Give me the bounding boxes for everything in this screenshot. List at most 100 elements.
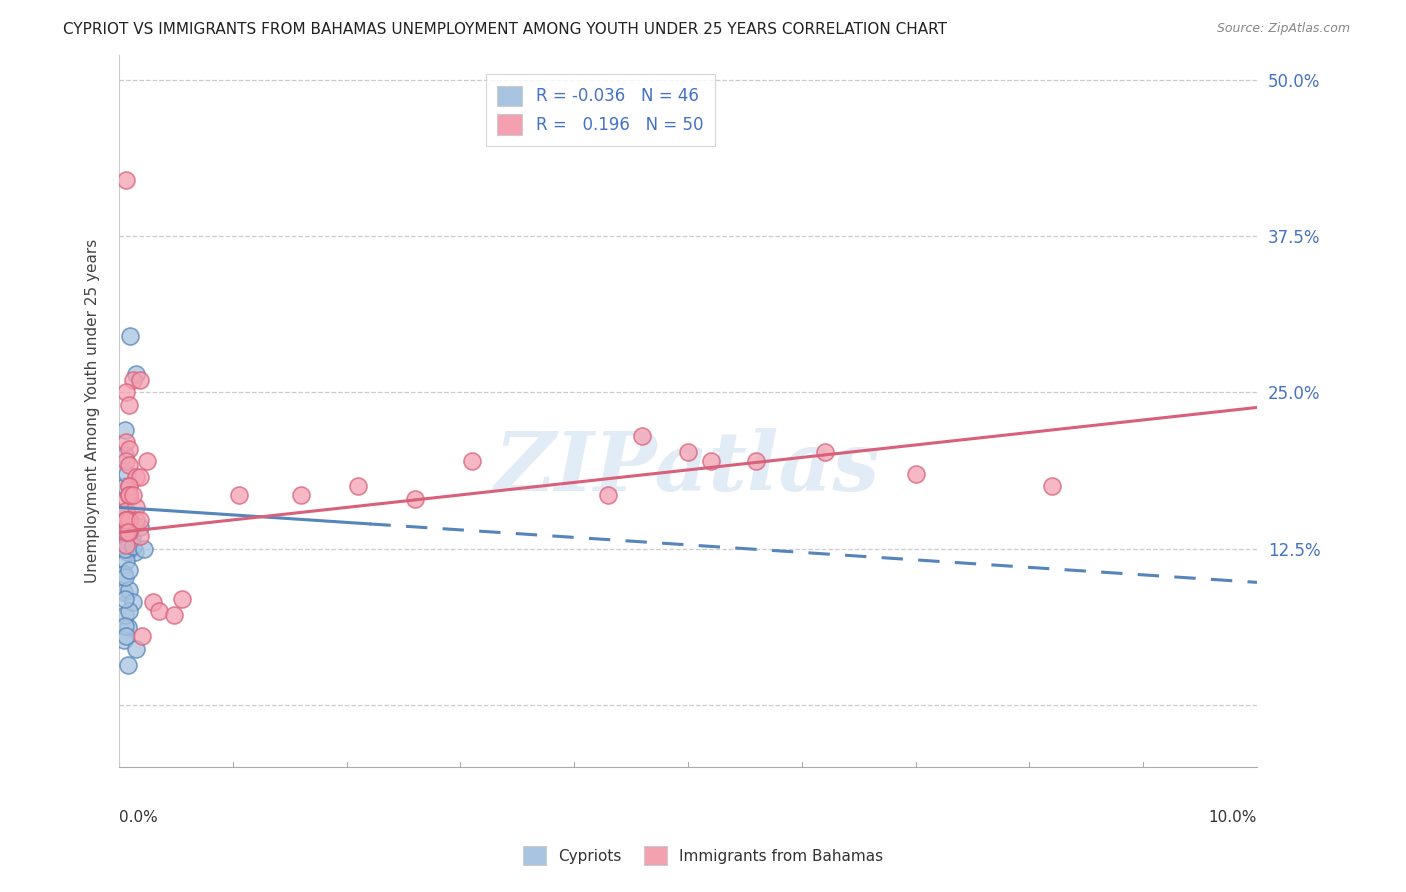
Point: [118, 479, 141, 493]
Point: [114, 479, 136, 493]
Point: [115, 504, 138, 518]
Text: 0.0%: 0.0%: [120, 810, 157, 825]
Point: [117, 533, 139, 547]
Point: [1040, 479, 1063, 493]
Point: [121, 532, 143, 546]
Point: [114, 591, 136, 606]
Point: [114, 423, 136, 437]
Point: [121, 595, 143, 609]
Point: [121, 516, 143, 531]
Point: [115, 173, 138, 187]
Point: [120, 329, 142, 343]
Point: [404, 491, 426, 506]
Point: [115, 545, 138, 559]
Point: [117, 541, 139, 556]
Point: [124, 545, 146, 559]
Point: [117, 523, 139, 537]
Point: [112, 585, 135, 599]
Point: [904, 467, 927, 481]
Point: [115, 435, 138, 450]
Point: [631, 429, 654, 443]
Point: [118, 582, 141, 597]
Point: [115, 454, 138, 468]
Point: [125, 470, 148, 484]
Point: [115, 554, 138, 568]
Point: [598, 488, 620, 502]
Point: [114, 619, 136, 633]
Point: [114, 570, 136, 584]
Point: [118, 488, 141, 502]
Legend: Cypriots, Immigrants from Bahamas: Cypriots, Immigrants from Bahamas: [516, 840, 890, 871]
Text: ZIPatlas: ZIPatlas: [495, 428, 880, 508]
Point: [148, 604, 170, 618]
Point: [125, 367, 148, 381]
Point: [118, 479, 141, 493]
Point: [676, 445, 699, 459]
Point: [290, 488, 312, 502]
Point: [118, 488, 141, 502]
Point: [347, 479, 370, 493]
Point: [115, 513, 138, 527]
Point: [118, 442, 141, 456]
Point: [118, 513, 141, 527]
Point: [115, 525, 138, 540]
Point: [163, 607, 186, 622]
Point: [115, 504, 138, 518]
Point: [112, 632, 135, 647]
Text: 10.0%: 10.0%: [1209, 810, 1257, 825]
Point: [114, 607, 136, 622]
Point: [118, 488, 141, 502]
Point: [461, 454, 484, 468]
Point: [121, 519, 143, 533]
Point: [117, 525, 139, 540]
Point: [117, 532, 139, 546]
Point: [121, 488, 143, 502]
Text: CYPRIOT VS IMMIGRANTS FROM BAHAMAS UNEMPLOYMENT AMONG YOUTH UNDER 25 YEARS CORRE: CYPRIOT VS IMMIGRANTS FROM BAHAMAS UNEMP…: [63, 22, 948, 37]
Point: [813, 445, 835, 459]
Point: [120, 541, 142, 556]
Point: [120, 538, 142, 552]
Point: [121, 539, 143, 553]
Point: [118, 604, 141, 618]
Point: [131, 629, 153, 643]
Point: [115, 532, 138, 546]
Point: [170, 591, 193, 606]
Point: [114, 513, 136, 527]
Point: [115, 519, 138, 533]
Point: [125, 500, 148, 515]
Point: [118, 398, 141, 412]
Point: [115, 525, 138, 540]
Point: [125, 513, 148, 527]
Point: [228, 488, 250, 502]
Y-axis label: Unemployment Among Youth under 25 years: Unemployment Among Youth under 25 years: [86, 239, 100, 583]
Point: [117, 620, 139, 634]
Text: Source: ZipAtlas.com: Source: ZipAtlas.com: [1216, 22, 1350, 36]
Point: [115, 538, 138, 552]
Point: [136, 454, 159, 468]
Point: [700, 454, 723, 468]
Point: [120, 523, 142, 537]
Point: [115, 467, 138, 481]
Point: [118, 525, 141, 540]
Point: [118, 513, 141, 527]
Point: [132, 541, 155, 556]
Point: [118, 458, 141, 472]
Point: [115, 385, 138, 400]
Point: [111, 535, 134, 549]
Point: [128, 520, 150, 534]
Point: [128, 373, 150, 387]
Point: [115, 513, 138, 527]
Point: [125, 641, 148, 656]
Point: [121, 373, 143, 387]
Point: [117, 657, 139, 672]
Point: [115, 513, 138, 527]
Point: [128, 470, 150, 484]
Point: [114, 541, 136, 556]
Point: [115, 629, 138, 643]
Point: [118, 563, 141, 577]
Point: [114, 448, 136, 462]
Point: [114, 504, 136, 518]
Point: [142, 595, 165, 609]
Point: [128, 513, 150, 527]
Point: [115, 491, 138, 506]
